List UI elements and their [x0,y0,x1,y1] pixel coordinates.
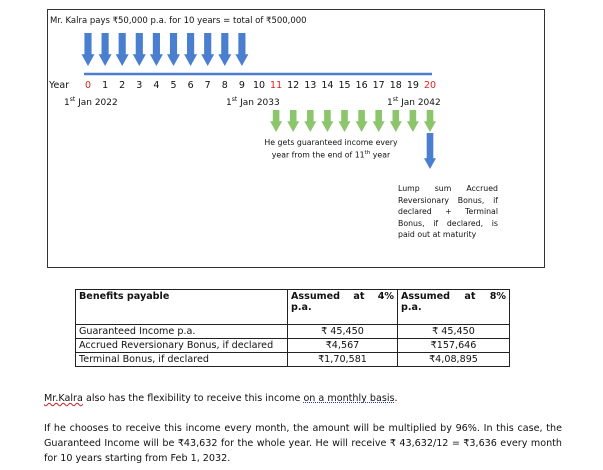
income-arrow [338,110,351,132]
start-date-label: 1st Jan 2022 [64,96,118,108]
premium-arrow [167,33,180,66]
year-tick-label: 9 [238,80,245,91]
year-tick-label: 13 [304,80,317,91]
illustration-box [47,9,545,268]
year-tick-label: 7 [204,80,211,91]
year-tick-label: 6 [187,80,194,91]
year-tick-label: 8 [221,80,228,91]
year-tick-label: 17 [372,80,385,91]
premium-arrow [201,33,215,66]
benefits-table: Benefits payable Assumed at 4% p.a. Assu… [75,289,510,367]
premium-note: Mr. Kalra pays ₹50,000 p.a. for 10 years… [50,16,307,26]
lumpsum-maturity-note: Lump sum Accrued Reversionary Bonus, if … [398,184,498,239]
lumpsum-arrow [424,133,436,169]
year-tick-label: 16 [355,80,368,91]
year-tick-label: 1 [102,80,109,91]
table-row: Guaranteed Income p.a. ₹ 45,450 ₹ 45,450 [75,324,510,339]
table-row: Accrued Reversionary Bonus, if declared … [75,338,510,353]
premium-arrow [81,33,95,66]
benefit-name: Guaranteed Income p.a. [75,324,288,339]
income-arrow [270,110,283,132]
year-tick-label: 11 [270,80,283,91]
value-4pct: ₹1,70,581 [287,352,398,367]
premium-arrow [218,33,232,66]
premium-arrow [235,33,249,66]
premium-arrow [115,33,129,66]
income-arrow [304,110,317,132]
year-tick-label: 18 [389,80,402,91]
premium-arrow [184,33,198,66]
income-start-date-label: 1st Jan 2033 [226,96,280,108]
header-benefits-payable: Benefits payable [75,289,288,325]
table-header-row: Benefits payable Assumed at 4% p.a. Assu… [75,289,510,325]
value-8pct: ₹4,08,895 [397,352,510,367]
benefit-name: Accrued Reversionary Bonus, if declared [75,338,288,353]
year-tick-label: 0 [84,80,92,91]
header-assumed-8: Assumed at 8% p.a. [397,289,510,325]
policyholder-name: Mr.Kalra [44,393,83,404]
income-arrow [389,110,402,132]
income-arrow [321,110,334,132]
year-tick-label: 15 [338,80,351,91]
income-arrow [406,110,419,132]
monthly-basis-text: on a monthly basis [303,393,395,404]
premium-arrow [132,33,146,66]
income-arrow [372,110,385,132]
value-8pct: ₹157,646 [397,338,510,353]
timeline-graphic [81,33,436,169]
guaranteed-income-note: He gets guaranteed income every year fro… [264,138,398,160]
year-tick-label: 20 [423,80,437,91]
header-assumed-4: Assumed at 4% p.a. [287,289,398,325]
income-arrow [424,110,436,132]
value-4pct: ₹4,567 [287,338,398,353]
year-axis-label: Year [49,80,70,91]
year-tick-label: 10 [252,80,266,91]
year-tick-label: 14 [321,80,334,91]
monthly-flexibility-note: Mr.Kalra also has the flexibility to rec… [44,393,398,404]
year-tick-label: 19 [406,80,419,91]
year-tick-label: 3 [136,80,143,91]
year-tick-label: 12 [287,80,300,91]
income-arrow [355,110,368,132]
table-row: Terminal Bonus, if declared ₹1,70,581 ₹4… [75,352,510,367]
year-tick-label: 5 [170,80,177,91]
value-8pct: ₹ 45,450 [397,324,510,339]
premium-arrow [149,33,163,66]
premium-arrow [98,33,112,66]
year-tick-label: 4 [153,80,160,91]
income-arrow [287,110,300,132]
monthly-income-paragraph: If he chooses to receive this income eve… [44,423,562,464]
benefit-name: Terminal Bonus, if declared [75,352,288,367]
value-4pct: ₹ 45,450 [287,324,398,339]
year-tick-label: 2 [119,80,126,91]
maturity-date-label: 1st Jan 2042 [387,96,441,108]
